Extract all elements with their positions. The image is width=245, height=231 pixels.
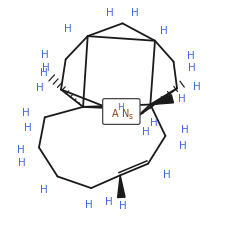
Text: H: H	[105, 196, 112, 206]
Text: H: H	[188, 63, 196, 73]
Polygon shape	[118, 176, 125, 198]
FancyBboxPatch shape	[103, 99, 140, 125]
Text: H: H	[36, 83, 44, 93]
Text: H: H	[41, 49, 49, 59]
Text: H: H	[17, 145, 24, 155]
Text: H: H	[106, 8, 114, 18]
Text: A: A	[112, 108, 119, 118]
Text: H: H	[163, 169, 171, 179]
Text: H: H	[85, 199, 93, 209]
Text: H: H	[64, 24, 72, 34]
Text: H: H	[181, 125, 189, 135]
Text: H: H	[42, 63, 50, 73]
Text: H: H	[178, 94, 185, 104]
Text: H: H	[24, 122, 31, 132]
Text: H: H	[117, 103, 123, 111]
Text: H: H	[40, 68, 48, 78]
Text: H: H	[40, 184, 48, 194]
Text: H: H	[187, 50, 195, 61]
Text: H: H	[193, 82, 201, 92]
Text: H: H	[150, 117, 158, 128]
Text: H: H	[22, 107, 30, 117]
Text: H: H	[179, 140, 187, 150]
Text: N: N	[122, 108, 129, 118]
Text: H: H	[119, 201, 126, 211]
Text: H: H	[18, 157, 25, 167]
Text: H: H	[160, 25, 168, 36]
Text: H: H	[142, 127, 150, 137]
Polygon shape	[150, 95, 173, 105]
Text: H: H	[131, 8, 139, 18]
Text: s: s	[129, 112, 133, 121]
